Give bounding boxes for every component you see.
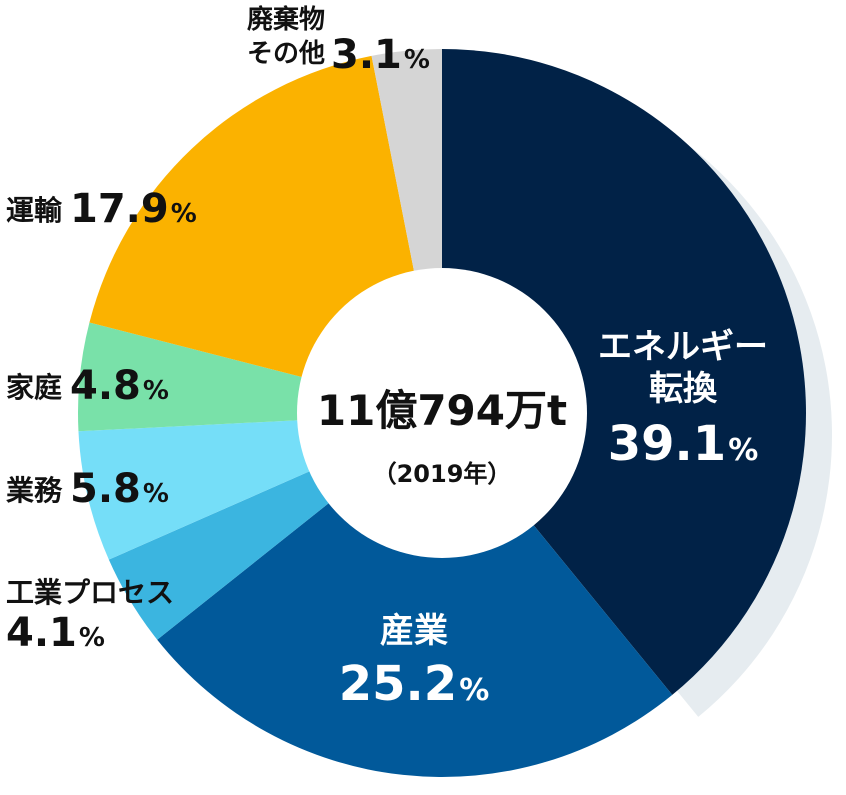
slice-name-3: 業務: [6, 474, 63, 507]
pie-slice-1: [157, 413, 673, 778]
slice-unit-1: %: [459, 673, 489, 708]
slice-value-4: 4.8: [70, 363, 141, 409]
slice-value-label-3: 5.8%: [70, 466, 169, 512]
slice-name-4: 家庭: [6, 371, 62, 404]
pie-slice-0: [442, 49, 807, 695]
slice-unit-5: %: [171, 199, 197, 229]
slice-value-label-6: 3.1%: [331, 32, 430, 78]
slice-value-label-4: 4.8%: [70, 363, 169, 409]
slice-unit-3: %: [143, 479, 169, 509]
slice-name-5: 運輸: [6, 194, 63, 227]
slice-unit-6: %: [404, 45, 430, 75]
donut-hole: [297, 268, 587, 558]
slice-value-1: 25.2: [339, 656, 457, 712]
slice-value-0: 39.1: [608, 416, 726, 472]
slice-unit-4: %: [143, 376, 169, 406]
center-total-label: 11億794万t: [317, 386, 567, 435]
slice-unit-2: %: [79, 623, 105, 653]
slice-name-2-line-0: 工業プロセス: [6, 576, 174, 609]
slice-value-label-0: 39.1%: [608, 416, 759, 472]
slice-name-0-line-0: エネルギー: [598, 327, 768, 367]
slice-unit-0: %: [728, 433, 758, 468]
slice-name-0-line-1: 転換: [649, 369, 718, 409]
center-year-label: （2019年）: [373, 460, 512, 488]
slice-value-6: 3.1: [331, 32, 402, 78]
slice-value-label-5: 17.9%: [70, 186, 197, 232]
slice-name-1-line-0: 産業: [380, 611, 448, 651]
slice-value-2: 4.1: [6, 610, 77, 656]
slice-name-6-line-1: その他: [247, 39, 325, 69]
slice-value-label-1: 25.2%: [339, 656, 490, 712]
slice-value-label-2: 4.1%: [6, 610, 105, 656]
slice-name-6-line-0: 廃棄物: [247, 4, 325, 35]
slice-value-3: 5.8: [70, 466, 141, 512]
slice-value-5: 17.9: [70, 186, 169, 232]
